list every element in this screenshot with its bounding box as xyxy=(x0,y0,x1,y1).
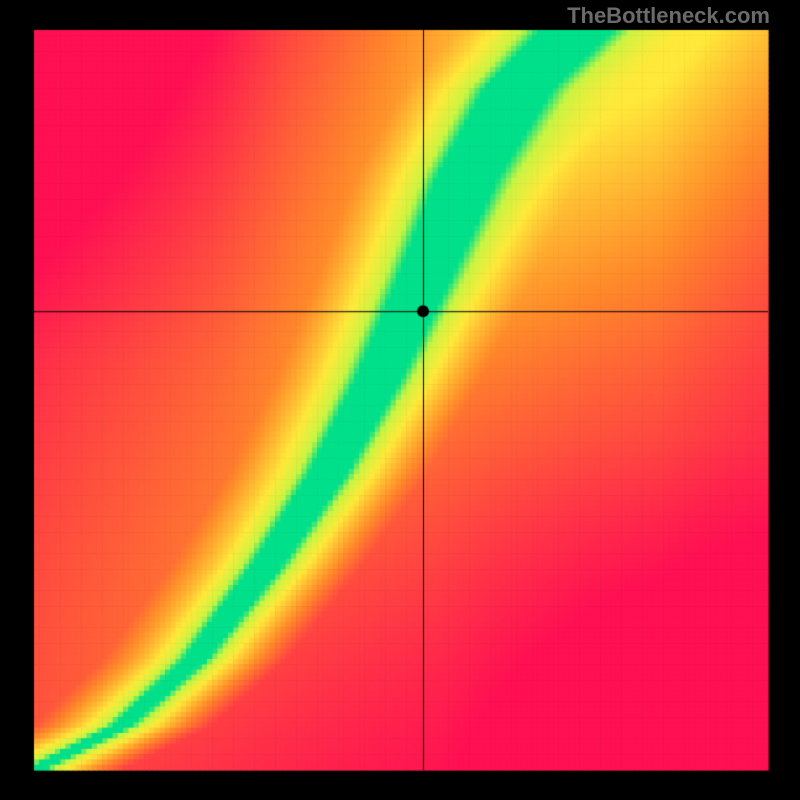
chart-container: TheBottleneck.com xyxy=(0,0,800,800)
watermark-text: TheBottleneck.com xyxy=(567,3,770,29)
bottleneck-heatmap xyxy=(0,0,800,800)
